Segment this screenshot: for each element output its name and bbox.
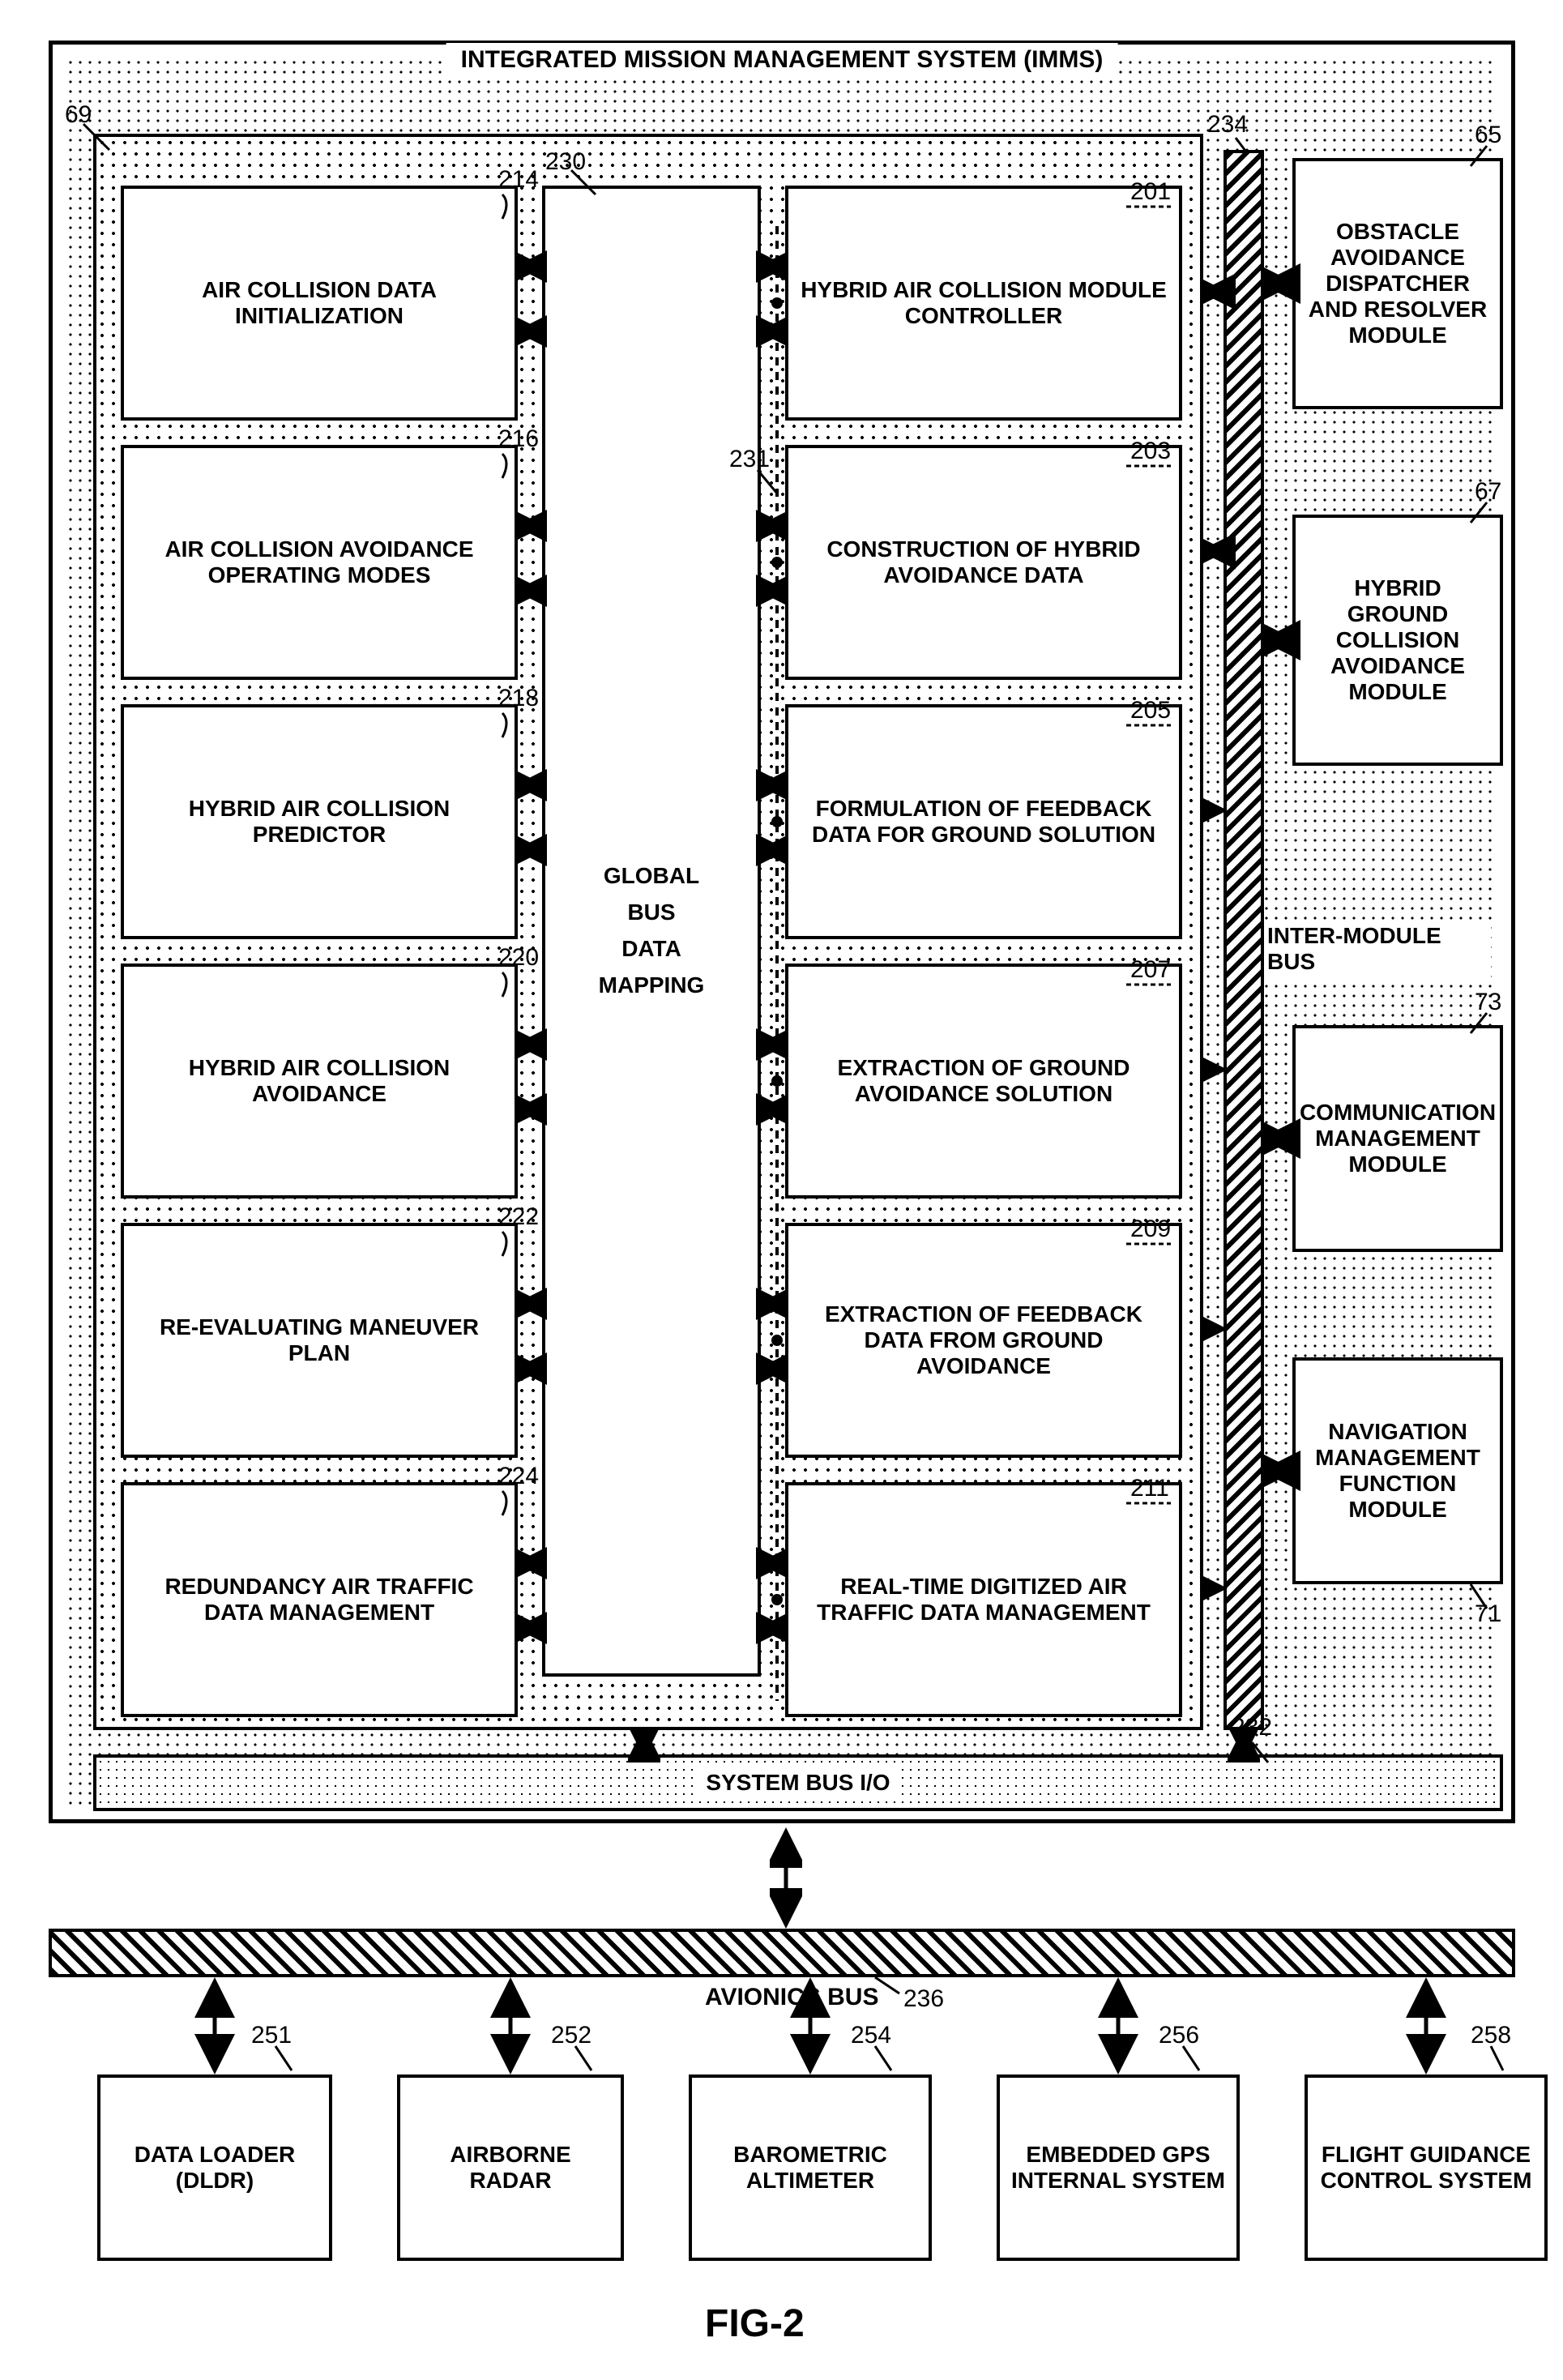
ref-252: 252 xyxy=(551,2022,591,2049)
navigation-management-module: NAVIGATION MANAGEMENT FUNCTION MODULE xyxy=(1292,1357,1503,1584)
hybrid-air-collision-predictor: HYBRID AIR COLLISION PREDICTOR xyxy=(121,704,518,939)
ref-71: 71 xyxy=(1475,1600,1501,1628)
reevaluating-maneuver-plan: RE-EVALUATING MANEUVER PLAN xyxy=(121,1223,518,1458)
construction-hybrid-avoidance: CONSTRUCTION OF HYBRID AVOIDANCE DATA xyxy=(785,445,1182,680)
ref-205: 205 xyxy=(1130,697,1171,724)
sysbus-to-avionics-arrow xyxy=(770,1827,802,1933)
air-collision-avoidance-modes: AIR COLLISION AVOIDANCE OPERATING MODES xyxy=(121,445,518,680)
module69-to-interbus-arrows xyxy=(1203,134,1236,1730)
module-69: AIR COLLISION DATA INITIALIZATION AIR CO… xyxy=(93,134,1203,1730)
hybrid-ground-collision-module: HYBRID GROUND COLLISION AVOIDANCE MODULE xyxy=(1292,515,1503,766)
imms-frame: INTEGRATED MISSION MANAGEMENT SYSTEM (IM… xyxy=(49,41,1515,1823)
hybrid-air-collision-avoidance: HYBRID AIR COLLISION AVOIDANCE xyxy=(121,964,518,1199)
ref-73: 73 xyxy=(1475,989,1501,1016)
ref-216: 216 xyxy=(498,425,539,453)
system-bus-io: SYSTEM BUS I/O xyxy=(93,1754,1503,1811)
ref-211: 211 xyxy=(1130,1475,1169,1502)
barometric-altimeter: BAROMETRIC ALTIMETER xyxy=(689,2074,932,2261)
embedded-gps: EMBEDDED GPS INTERNAL SYSTEM xyxy=(997,2074,1240,2261)
gbm-to-sysbus-arrow xyxy=(628,1730,660,1763)
ref-256: 256 xyxy=(1159,2022,1199,2049)
ref-234: 234 xyxy=(1207,111,1248,139)
ref-258: 258 xyxy=(1471,2022,1511,2049)
ref-230: 230 xyxy=(545,148,586,176)
ref-254: 254 xyxy=(851,2022,891,2049)
flight-guidance-control: FLIGHT GUIDANCE CONTROL SYSTEM xyxy=(1305,2074,1548,2261)
ref-220: 220 xyxy=(498,944,539,972)
ref-69: 69 xyxy=(65,101,92,129)
ref-232: 232 xyxy=(1232,1714,1272,1741)
imms-title: INTEGRATED MISSION MANAGEMENT SYSTEM (IM… xyxy=(446,43,1118,77)
system-bus-label: SYSTEM BUS I/O xyxy=(694,1768,901,1797)
gbm-connectors xyxy=(518,186,785,1725)
obstacle-avoidance-module: OBSTACLE AVOIDANCE DISPATCHER AND RESOLV… xyxy=(1292,158,1503,409)
ref-236: 236 xyxy=(903,1985,944,2013)
ref-65: 65 xyxy=(1475,122,1501,149)
redundancy-air-traffic-data: REDUNDANCY AIR TRAFFIC DATA MANAGEMENT xyxy=(121,1482,518,1717)
ref-209: 209 xyxy=(1130,1216,1171,1243)
ref-224: 224 xyxy=(498,1463,539,1490)
data-loader: DATA LOADER (DLDR) xyxy=(97,2074,332,2261)
ref-218: 218 xyxy=(498,685,539,712)
ref-251: 251 xyxy=(251,2022,292,2049)
hybrid-air-collision-controller: HYBRID AIR COLLISION MODULE CONTROLLER xyxy=(785,186,1182,421)
extraction-ground-avoidance: EXTRACTION OF GROUND AVOIDANCE SOLUTION xyxy=(785,964,1182,1199)
avionics-bus xyxy=(49,1929,1515,1977)
ref-67: 67 xyxy=(1475,478,1501,506)
air-collision-data-init: AIR COLLISION DATA INITIALIZATION xyxy=(121,186,518,421)
airborne-radar: AIRBORNE RADAR xyxy=(397,2074,624,2261)
ref-207: 207 xyxy=(1130,956,1171,984)
figure-label: FIG-2 xyxy=(705,2301,805,2346)
ref-222: 222 xyxy=(498,1203,539,1231)
interbus-to-modules-arrows xyxy=(1264,134,1300,1730)
ref-231: 231 xyxy=(729,446,770,473)
ref-203: 203 xyxy=(1130,438,1171,465)
extraction-feedback-ground: EXTRACTION OF FEEDBACK DATA FROM GROUND … xyxy=(785,1223,1182,1458)
realtime-air-traffic-data: REAL-TIME DIGITIZED AIR TRAFFIC DATA MAN… xyxy=(785,1482,1182,1717)
formulation-feedback-ground: FORMULATION OF FEEDBACK DATA FOR GROUND … xyxy=(785,704,1182,939)
ref-201: 201 xyxy=(1130,178,1171,206)
communication-management-module: COMMUNICATION MANAGEMENT MODULE xyxy=(1292,1025,1503,1252)
ref-214: 214 xyxy=(498,166,539,194)
